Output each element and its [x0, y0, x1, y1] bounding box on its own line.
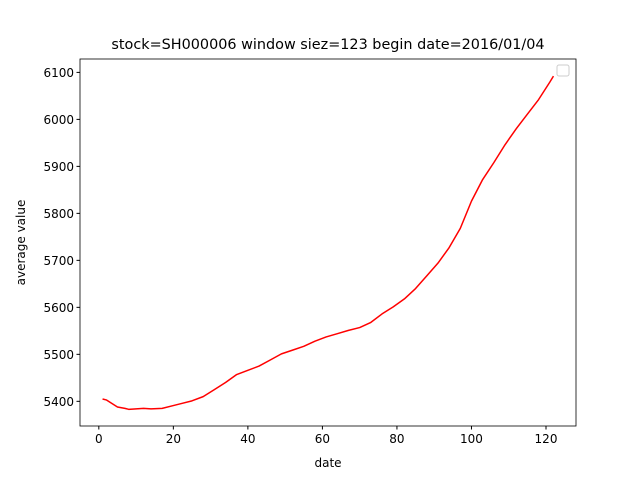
x-tick-label: 100 [460, 432, 483, 446]
x-axis-label: date [314, 456, 341, 470]
y-tick-label: 5900 [43, 160, 74, 174]
x-tick-label: 40 [240, 432, 255, 446]
chart-title: stock=SH000006 window siez=123 begin dat… [111, 37, 544, 53]
x-tick-label: 120 [535, 432, 558, 446]
y-tick-label: 5600 [43, 301, 74, 315]
y-tick-label: 5500 [43, 348, 74, 362]
y-tick-label: 6100 [43, 66, 74, 80]
y-tick-label: 5700 [43, 254, 74, 268]
axes-frame [79, 58, 577, 427]
x-tick-label: 60 [315, 432, 330, 446]
x-tick-label: 0 [95, 432, 103, 446]
y-tick-label: 5800 [43, 207, 74, 221]
y-tick-label: 6000 [43, 113, 74, 127]
y-tick-label: 5400 [43, 395, 74, 409]
y-axis-label: average value [14, 200, 28, 286]
x-tick-label: 20 [166, 432, 181, 446]
data-line [102, 75, 555, 411]
legend-box [556, 64, 570, 77]
x-tick-label: 80 [389, 432, 404, 446]
